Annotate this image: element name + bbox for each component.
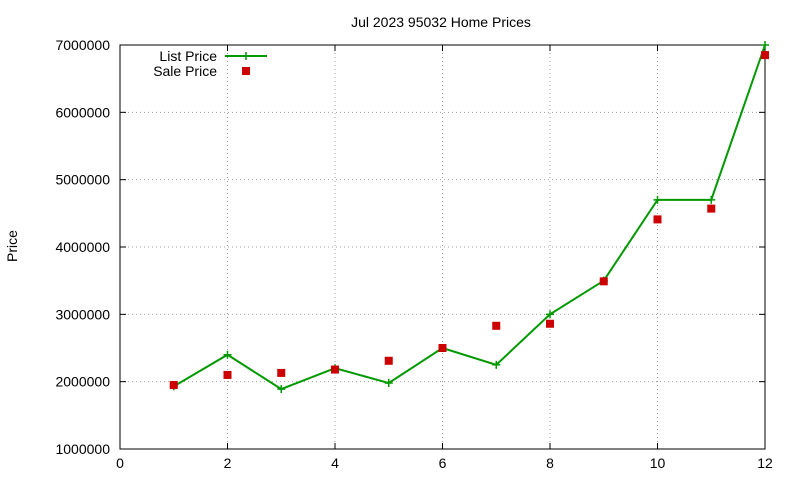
sale-price-point	[438, 344, 447, 352]
list-price-point	[761, 41, 769, 49]
sale-price-point	[492, 321, 501, 330]
sale-price-point	[653, 215, 662, 224]
sale-price-point	[277, 368, 286, 377]
legend: List Price Sale Price	[153, 48, 267, 79]
list-price-point	[223, 350, 232, 359]
plot-series	[169, 41, 769, 394]
x-tick-label: 4	[331, 455, 339, 471]
sale-price-point	[331, 365, 339, 374]
list-price-point	[546, 310, 554, 319]
list-price-point	[384, 379, 393, 388]
list-price-point	[492, 360, 501, 369]
list-price-point	[277, 385, 286, 394]
x-tick-label: 8	[546, 455, 554, 471]
x-tick-label: 6	[439, 455, 447, 471]
y-tick-label: 2000000	[55, 374, 110, 390]
sale-price-point	[599, 277, 608, 286]
x-tick-label: 2	[224, 455, 232, 471]
legend-swatch-sale-price	[242, 67, 250, 75]
y-tick-label: 6000000	[55, 104, 110, 120]
sale-price-point	[169, 381, 178, 390]
y-axis-label: Price	[4, 230, 20, 262]
x-tick-label: 10	[650, 455, 666, 471]
x-tick-label: 0	[116, 455, 124, 471]
y-tick-label: 5000000	[55, 172, 110, 188]
axes: 0 2 4 6 8 10 12 1000000 2000000 3000000 4000000 500…	[55, 37, 773, 471]
grid	[120, 45, 765, 449]
sale-price-point	[761, 51, 769, 60]
list-price-point	[707, 195, 716, 204]
sale-price-point	[223, 370, 232, 379]
sale-price-point	[707, 204, 716, 213]
legend-marker-list-price	[242, 52, 250, 60]
y-tick-label: 3000000	[55, 306, 110, 322]
legend-label-sale-price: Sale Price	[153, 63, 217, 79]
list-price-point	[653, 195, 662, 204]
y-tick-label: 4000000	[55, 239, 110, 255]
legend-label-list-price: List Price	[159, 48, 217, 64]
sale-price-point	[546, 319, 554, 328]
chart-title: Jul 2023 95032 Home Prices	[351, 14, 531, 30]
y-tick-label: 1000000	[55, 441, 110, 457]
y-tick-label: 7000000	[55, 37, 110, 53]
x-tick-label: 12	[757, 455, 773, 471]
list-price-line	[173, 44, 766, 391]
sale-price-point	[384, 356, 393, 365]
